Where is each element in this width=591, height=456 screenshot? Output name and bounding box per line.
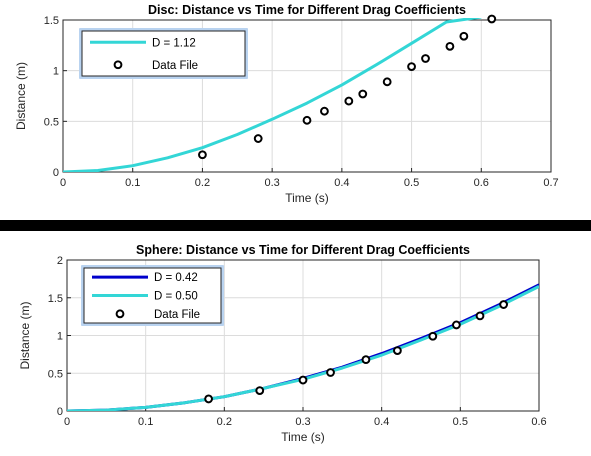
- data-point: [382, 77, 392, 87]
- legend-marker-swatch: [115, 309, 125, 319]
- y-tick-label: 2: [57, 255, 63, 267]
- data-point: [407, 62, 416, 72]
- data-point: [320, 106, 329, 116]
- disc-chart: 0 0.1 0.2 0.3 0.4 0.5 0.6 0.7 0 0.5 1 1.5 Disc: Dist…: [14, 3, 559, 205]
- legend-marker-swatch: [113, 60, 123, 70]
- panel-separator: [0, 220, 591, 231]
- y-axis-title: Distance (m): [14, 62, 28, 130]
- x-tick-label: 0.6: [531, 416, 546, 428]
- chart-title: Disc: Distance vs Time for Different Dra…: [148, 3, 466, 17]
- legend-box: [81, 30, 246, 77]
- axes-box: [62, 19, 552, 173]
- x-axis-title: Time (s): [281, 430, 325, 444]
- data-point: [358, 89, 368, 99]
- x-tick-label: 0.5: [404, 177, 419, 189]
- y-tick-label: 1: [53, 66, 59, 78]
- x-tick-label: 0: [64, 416, 70, 428]
- data-point: [204, 394, 214, 404]
- data-point: [302, 115, 312, 125]
- sphere-chart-panel: 0 0.1 0.2 0.3 0.4 0.5 0.6 0 0.5 1 1.5 2 Sphere: Dist…: [0, 231, 591, 451]
- series-line-d-1-12: [63, 18, 482, 172]
- x-tick-label: 0.6: [474, 177, 489, 189]
- data-point: [459, 31, 469, 41]
- data-point: [344, 96, 354, 106]
- x-tick-label: 0.2: [217, 416, 232, 428]
- legend-entry-label: D = 0.42: [154, 272, 198, 284]
- x-tick-label: 0.3: [264, 177, 279, 189]
- y-tick-label: 0.5: [44, 116, 59, 128]
- x-tick-label: 0.4: [334, 177, 349, 189]
- data-point: [452, 320, 461, 330]
- y-tick-label: 0.5: [48, 368, 63, 380]
- y-tick-label: 1.5: [48, 293, 63, 305]
- data-point: [326, 368, 335, 377]
- data-point: [253, 134, 263, 143]
- y-tick-label: 1: [57, 331, 63, 343]
- y-tick-label: 0: [53, 167, 59, 179]
- data-point: [499, 300, 509, 309]
- y-tick-label: 0: [57, 406, 63, 418]
- data-point: [421, 54, 430, 63]
- x-axis-title: Time (s): [285, 191, 329, 205]
- data-point: [445, 41, 455, 51]
- data-point: [198, 150, 207, 160]
- x-tick-label: 0.7: [543, 177, 558, 189]
- y-axis-title: Distance (m): [18, 301, 32, 369]
- x-tick-label: 0: [60, 177, 66, 189]
- x-tick-label: 0.5: [453, 416, 468, 428]
- legend-entry-label: D = 0.50: [154, 291, 198, 303]
- data-point: [393, 346, 402, 355]
- sphere-chart: 0 0.1 0.2 0.3 0.4 0.5 0.6 0 0.5 1 1.5 2 Sphere: Dist…: [18, 243, 547, 444]
- chart-title: Sphere: Distance vs Time for Different D…: [136, 243, 470, 257]
- data-point: [298, 375, 308, 385]
- legend-entry-label: Data File: [154, 309, 200, 321]
- data-point: [428, 331, 438, 341]
- x-tick-label: 0.4: [374, 416, 389, 428]
- legend-entry-label: D = 1.12: [152, 37, 196, 49]
- x-tick-label: 0.2: [195, 177, 210, 189]
- x-tick-label: 0.1: [138, 416, 153, 428]
- data-point: [475, 311, 485, 321]
- x-tick-label: 0.3: [295, 416, 310, 428]
- disc-chart-panel: 0 0.1 0.2 0.3 0.4 0.5 0.6 0.7 0 0.5 1 1.5 Disc: Dist…: [0, 0, 591, 220]
- data-point: [255, 386, 265, 396]
- x-tick-label: 0.1: [125, 177, 140, 189]
- data-point: [361, 355, 371, 365]
- data-point: [487, 14, 497, 24]
- legend-entry-label: Data File: [152, 60, 198, 72]
- y-tick-label: 1.5: [44, 15, 59, 27]
